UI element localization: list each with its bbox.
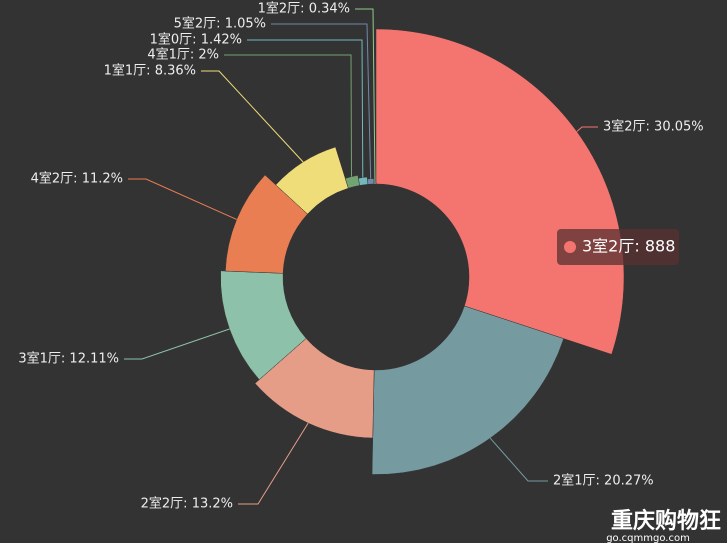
leader-line: [355, 8, 376, 183]
tooltip-box: [557, 229, 679, 265]
leader-line: [489, 437, 548, 482]
rose-slice: [220, 270, 307, 381]
slice-label: 3室1厅: 12.11%: [18, 351, 119, 367]
rose-slice: [275, 146, 349, 215]
leader-line: [271, 23, 372, 179]
rose-slice: [367, 178, 375, 185]
watermark-url: go.cqmmgo.com: [606, 533, 690, 543]
slice-label: 5室2厅: 1.05%: [174, 16, 266, 32]
slice-label: 4室2厅: 11.2%: [31, 171, 123, 187]
leader-line: [576, 126, 598, 132]
rose-slice: [358, 176, 369, 186]
slice-label: 1室0厅: 1.42%: [150, 32, 242, 48]
leader-line: [224, 54, 353, 177]
tooltip-dot: [564, 241, 576, 253]
watermark-title: 重庆购物狂: [611, 508, 721, 534]
rose-slice: [254, 338, 375, 439]
leader-line: [201, 70, 304, 163]
slice-label: 3室2厅: 30.05%: [603, 119, 704, 135]
slice-label: 1室1厅: 8.36%: [104, 63, 196, 79]
slice-label: 2室2厅: 13.2%: [141, 496, 233, 512]
leader-line: [247, 39, 364, 178]
slice-label: 4室1厅: 2%: [147, 47, 219, 63]
rose-slice: [373, 181, 377, 185]
rose-slice: [225, 174, 308, 274]
rose-slice: [375, 28, 625, 355]
tooltip: 3室2厅: 888: [557, 229, 679, 265]
leader-line: [124, 328, 230, 360]
leader-line: [128, 178, 237, 220]
leader-line: [238, 422, 309, 505]
rose-slice: [371, 305, 565, 475]
slice-label: 1室2厅: 0.34%: [258, 1, 350, 17]
tooltip-text: 3室2厅: 888: [582, 237, 675, 256]
slice-label: 2室1厅: 20.27%: [553, 473, 654, 489]
